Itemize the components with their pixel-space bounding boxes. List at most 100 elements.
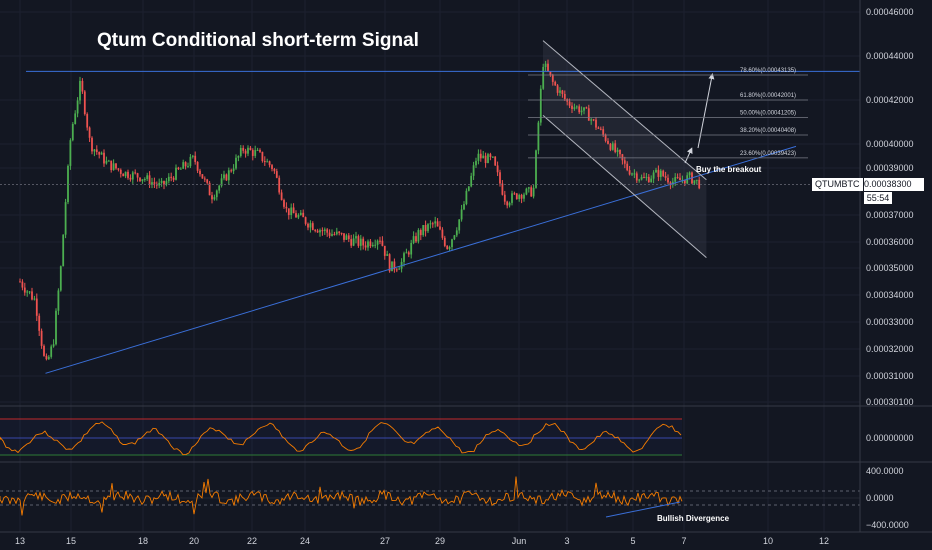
candle-body bbox=[143, 178, 146, 180]
candle-body bbox=[148, 175, 151, 185]
candle-body bbox=[407, 252, 410, 255]
candle-body bbox=[571, 105, 573, 109]
candle-body bbox=[62, 234, 65, 267]
candle-body bbox=[333, 234, 336, 236]
candle-body bbox=[602, 129, 605, 135]
candle-body bbox=[261, 151, 264, 161]
candle-body bbox=[285, 206, 288, 209]
candle-body bbox=[398, 268, 401, 270]
candle-body bbox=[211, 195, 213, 200]
candle-body bbox=[369, 241, 372, 247]
candle-body bbox=[170, 176, 173, 178]
candle-body bbox=[563, 93, 566, 100]
candle-body bbox=[544, 63, 547, 67]
y-tick-label: 0.00035000 bbox=[866, 263, 914, 273]
candle-body bbox=[283, 200, 285, 207]
osc2-tick-label: 0.0000 bbox=[866, 493, 894, 503]
candle-body bbox=[475, 160, 477, 166]
candle-body bbox=[35, 298, 38, 316]
candle-body bbox=[487, 154, 489, 164]
candle-body bbox=[167, 176, 170, 182]
candle-body bbox=[203, 178, 206, 180]
candle-body bbox=[47, 356, 50, 360]
candle-body bbox=[244, 150, 247, 154]
y-tick-label: 0.00033000 bbox=[866, 317, 914, 327]
candle-body bbox=[232, 168, 235, 172]
candle-body bbox=[463, 204, 465, 210]
x-tick-label: 7 bbox=[681, 536, 686, 546]
candle-body bbox=[153, 182, 156, 184]
candle-body bbox=[141, 179, 144, 182]
candle-body bbox=[110, 160, 113, 171]
candle-body bbox=[446, 245, 449, 249]
candle-body bbox=[652, 172, 655, 179]
candle-body bbox=[213, 197, 216, 200]
candle-body bbox=[559, 90, 561, 93]
candle-body bbox=[239, 147, 242, 156]
x-tick-label: 15 bbox=[66, 536, 76, 546]
countdown-label: 55:54 bbox=[864, 192, 892, 204]
candle-body bbox=[160, 180, 163, 183]
candle-body bbox=[79, 80, 81, 101]
candle-body bbox=[364, 245, 367, 248]
candle-body bbox=[55, 310, 57, 345]
candle-body bbox=[347, 235, 350, 240]
candle-body bbox=[609, 143, 612, 150]
candle-body bbox=[580, 110, 583, 113]
candle-body bbox=[371, 244, 374, 247]
x-tick-label: 24 bbox=[300, 536, 310, 546]
channel-upper-line bbox=[542, 40, 707, 181]
candle-body bbox=[607, 140, 609, 144]
last-price-label: 0.00038300 bbox=[864, 178, 924, 191]
candle-body bbox=[650, 178, 653, 183]
candle-body bbox=[304, 217, 307, 224]
breakout-arrow-small bbox=[684, 147, 693, 164]
candle-body bbox=[535, 150, 537, 188]
candle-body bbox=[182, 162, 185, 169]
candle-body bbox=[393, 261, 396, 270]
candle-body bbox=[208, 182, 211, 196]
candle-body bbox=[472, 165, 475, 176]
candle-body bbox=[326, 229, 329, 233]
candle-body bbox=[511, 193, 513, 203]
candle-body bbox=[237, 155, 240, 158]
candle-body bbox=[343, 233, 345, 240]
candle-body bbox=[59, 266, 62, 291]
candle-body bbox=[251, 150, 254, 156]
candle-body bbox=[491, 156, 494, 158]
candle-body bbox=[115, 163, 117, 169]
candle-body bbox=[415, 236, 417, 242]
candle-body bbox=[527, 187, 530, 189]
candle-body bbox=[645, 176, 648, 178]
candle-body bbox=[319, 230, 321, 233]
candle-body bbox=[350, 239, 353, 246]
candle-body bbox=[395, 269, 398, 271]
breakout-arrow-target bbox=[697, 73, 715, 149]
candle-body bbox=[614, 143, 617, 152]
candle-body bbox=[508, 202, 511, 206]
x-tick-label: 29 bbox=[435, 536, 445, 546]
candle-body bbox=[86, 114, 89, 128]
candle-body bbox=[314, 229, 317, 231]
candle-body bbox=[453, 235, 456, 240]
candle-body bbox=[542, 66, 545, 89]
candle-body bbox=[88, 127, 91, 138]
x-tick-label: 3 bbox=[564, 536, 569, 546]
candle-body bbox=[225, 174, 228, 181]
x-tick-label: 10 bbox=[763, 536, 773, 546]
candle-body bbox=[331, 234, 333, 236]
osc1-band-fill bbox=[0, 419, 682, 455]
candle-body bbox=[316, 230, 319, 233]
candle-body bbox=[443, 237, 446, 246]
candle-body bbox=[391, 261, 393, 272]
candle-body bbox=[554, 81, 557, 86]
candle-body bbox=[302, 212, 305, 218]
osc2-tick-label: 400.0000 bbox=[866, 466, 904, 476]
candle-body bbox=[131, 172, 134, 180]
support-trendline bbox=[45, 145, 797, 374]
candle-body bbox=[117, 168, 120, 170]
candle-body bbox=[439, 226, 441, 230]
candle-body bbox=[489, 154, 492, 158]
candle-body bbox=[698, 179, 701, 189]
